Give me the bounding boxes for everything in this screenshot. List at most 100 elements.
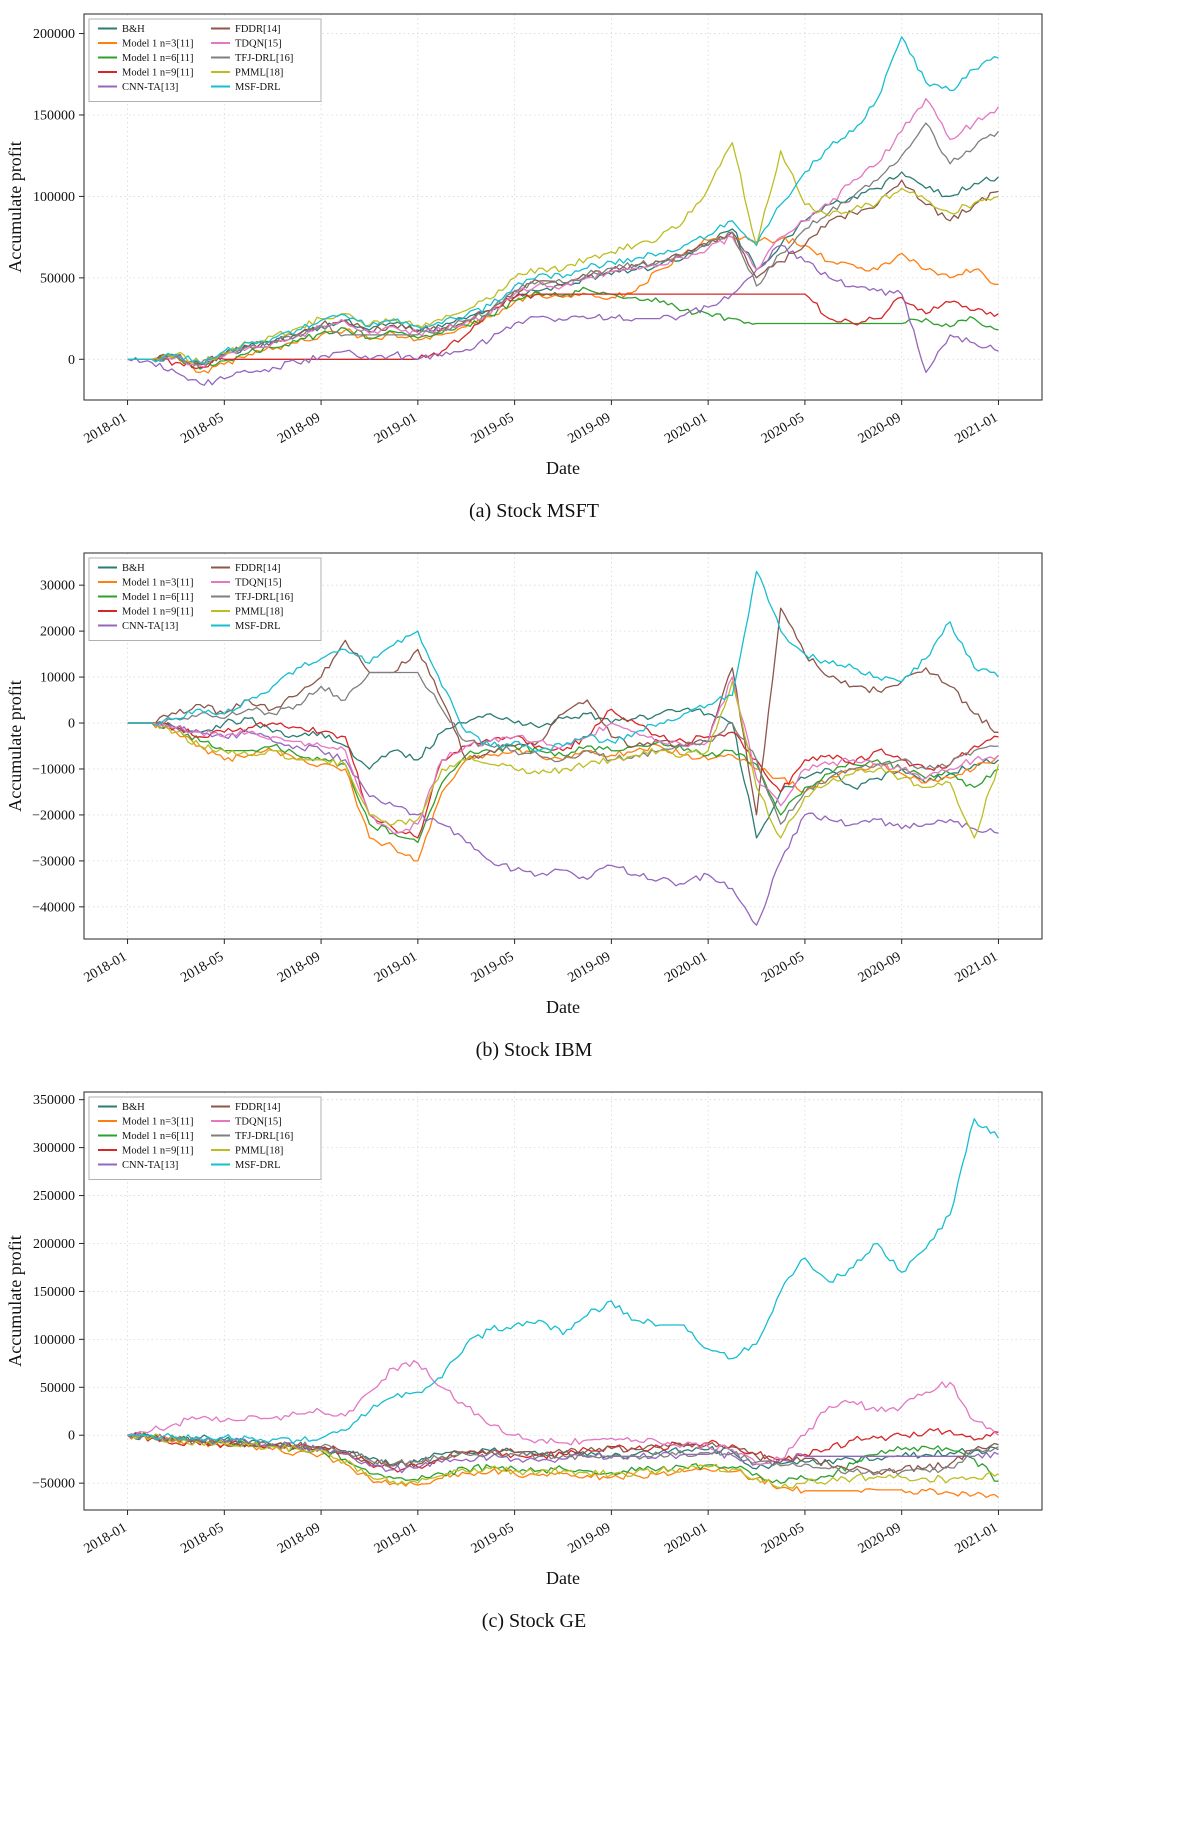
series-lines xyxy=(127,36,1000,386)
x-tick-label: 2021-01 xyxy=(953,410,1001,446)
chart-caption-ibm: (b) Stock IBM xyxy=(475,1039,593,1061)
series-line-CNN-TA[13] xyxy=(127,244,999,386)
legend-label-Model 1 n=6[11]: Model 1 n=6[11] xyxy=(122,53,193,64)
chart-ge: −50000 0 50000 100000 150000 200000 250000 3000… xyxy=(5,1091,1043,1588)
x-tick-label: 2019-09 xyxy=(565,1520,613,1556)
x-tick-label: 2019-05 xyxy=(469,410,517,446)
y-tick-label: −50000 xyxy=(32,1477,75,1492)
legend-label-TFJ-DRL[16]: TFJ-DRL[16] xyxy=(235,1131,293,1142)
legend-label-CNN-TA[13]: CNN-TA[13] xyxy=(122,82,178,93)
y-tick-label: 150000 xyxy=(33,1285,75,1300)
y-tick-label: −40000 xyxy=(32,900,75,915)
y-tick-label: 0 xyxy=(68,1429,75,1444)
legend-label-B&H: B&H xyxy=(122,24,145,35)
plot-frame xyxy=(83,552,1043,940)
legend-label-Model 1 n=9[11]: Model 1 n=9[11] xyxy=(122,68,193,79)
x-tick-label: 2020-01 xyxy=(662,949,710,985)
legend-label-TDQN[15]: TDQN[15] xyxy=(235,1117,282,1128)
x-tick-label: 2018-05 xyxy=(178,1520,226,1556)
y-tick-label: 200000 xyxy=(33,27,75,42)
x-tick-label: 2020-09 xyxy=(856,410,904,446)
y-tick-label: −30000 xyxy=(32,854,75,869)
legend-box xyxy=(88,557,322,641)
y-axis-label: Accumulate profit xyxy=(5,141,25,272)
x-tick-label: 2019-01 xyxy=(372,410,420,446)
x-tick-label: 2019-09 xyxy=(565,949,613,985)
x-tick-label: 2018-09 xyxy=(275,949,323,985)
legend-label-MSF-DRL: MSF-DRL xyxy=(235,621,281,632)
series-line-PMML[18] xyxy=(127,142,999,365)
series-line-B&H xyxy=(127,1432,999,1470)
series-line-TFJ-DRL[16] xyxy=(127,671,999,825)
legend-label-MSF-DRL: MSF-DRL xyxy=(235,1160,281,1171)
series-line-TDQN[15] xyxy=(127,98,1000,368)
chart-figure-ge: −50000 0 50000 100000 150000 200000 250000 3000… xyxy=(4,1084,1200,1633)
series-line-TFJ-DRL[16] xyxy=(127,122,1000,366)
series-line-FDDR[14] xyxy=(127,1432,999,1476)
legend: B&H Model 1 n=3[11] Model 1 n=6[11] Model 1… xyxy=(88,557,322,641)
x-tick-label: 2021-01 xyxy=(953,1520,1001,1556)
x-tick-label: 2018-05 xyxy=(178,410,226,446)
series-line-PMML[18] xyxy=(127,1433,999,1489)
legend-label-CNN-TA[13]: CNN-TA[13] xyxy=(122,621,178,632)
y-tick-label: 200000 xyxy=(33,1237,75,1252)
x-tick-label: 2020-09 xyxy=(856,1520,904,1556)
y-tick-label: 10000 xyxy=(40,671,75,686)
legend-label-PMML[18]: PMML[18] xyxy=(235,1146,283,1157)
series-line-Model 1 n=6[11] xyxy=(127,722,999,844)
series-line-TFJ-DRL[16] xyxy=(127,1434,999,1476)
legend: B&H Model 1 n=3[11] Model 1 n=6[11] Model 1… xyxy=(88,1096,322,1180)
x-tick-label: 2019-01 xyxy=(372,949,420,985)
series-line-MSF-DRL xyxy=(127,1118,1000,1444)
series-line-MSF-DRL xyxy=(127,36,999,365)
x-tick-label: 2019-01 xyxy=(372,1520,420,1556)
series-line-Model 1 n=3[11] xyxy=(127,1432,999,1499)
chart-figure-msft: 0 50000 100000 150000 200000 2018-01 2018-05 20… xyxy=(4,6,1200,523)
y-tick-label: 50000 xyxy=(40,271,75,286)
x-tick-label: 2020-05 xyxy=(759,949,807,985)
legend-label-PMML[18]: PMML[18] xyxy=(235,68,283,79)
legend-label-MSF-DRL: MSF-DRL xyxy=(235,82,281,93)
x-tick-label: 2020-05 xyxy=(759,1520,807,1556)
legend-label-B&H: B&H xyxy=(122,563,145,574)
legend-label-B&H: B&H xyxy=(122,1102,145,1113)
legend-label-TFJ-DRL[16]: TFJ-DRL[16] xyxy=(235,53,293,64)
x-tick-label: 2018-09 xyxy=(275,410,323,446)
series-line-CNN-TA[13] xyxy=(127,721,999,926)
x-tick-label: 2019-05 xyxy=(469,949,517,985)
legend-box xyxy=(88,1096,322,1180)
x-tick-label: 2018-05 xyxy=(178,949,226,985)
y-tick-label: 150000 xyxy=(33,108,75,123)
x-tick-label: 2020-09 xyxy=(856,949,904,985)
x-tick-label: 2021-01 xyxy=(953,949,1001,985)
x-tick-label: 2018-01 xyxy=(82,1520,130,1556)
legend-label-TDQN[15]: TDQN[15] xyxy=(235,39,282,50)
y-tick-label: 300000 xyxy=(33,1141,75,1156)
y-tick-label: 350000 xyxy=(33,1093,75,1108)
y-tick-label: 50000 xyxy=(40,1381,75,1396)
plot-frame xyxy=(83,13,1043,401)
legend-label-Model 1 n=6[11]: Model 1 n=6[11] xyxy=(122,1131,193,1142)
figure-stack: 0 50000 100000 150000 200000 2018-01 2018-05 20… xyxy=(4,6,1200,1633)
chart-caption-msft: (a) Stock MSFT xyxy=(469,500,599,522)
series-line-Model 1 n=6[11] xyxy=(127,286,999,370)
y-tick-label: 250000 xyxy=(33,1189,75,1204)
y-tick-label: −10000 xyxy=(32,762,75,777)
chart-ibm: −40000 −30000 −20000 −10000 0 10000 20000 30000… xyxy=(5,552,1043,1017)
series-line-Model 1 n=9[11] xyxy=(127,1427,999,1473)
series-line-PMML[18] xyxy=(127,681,1000,839)
x-axis-label: Date xyxy=(546,1568,580,1588)
chart-caption-ge: (c) Stock GE xyxy=(481,1610,587,1632)
x-axis-label: Date xyxy=(546,458,580,478)
y-tick-label: 100000 xyxy=(33,190,75,205)
legend-label-Model 1 n=9[11]: Model 1 n=9[11] xyxy=(122,607,193,618)
legend-box xyxy=(88,18,322,102)
legend-label-Model 1 n=3[11]: Model 1 n=3[11] xyxy=(122,39,193,50)
series-line-MSF-DRL xyxy=(127,570,999,753)
x-axis-label: Date xyxy=(546,997,580,1017)
y-tick-label: 20000 xyxy=(40,625,75,640)
x-tick-label: 2020-05 xyxy=(759,410,807,446)
legend: B&H Model 1 n=3[11] Model 1 n=6[11] Model 1… xyxy=(88,18,322,102)
series-line-FDDR[14] xyxy=(127,179,999,365)
series-line-Model 1 n=9[11] xyxy=(127,708,999,839)
